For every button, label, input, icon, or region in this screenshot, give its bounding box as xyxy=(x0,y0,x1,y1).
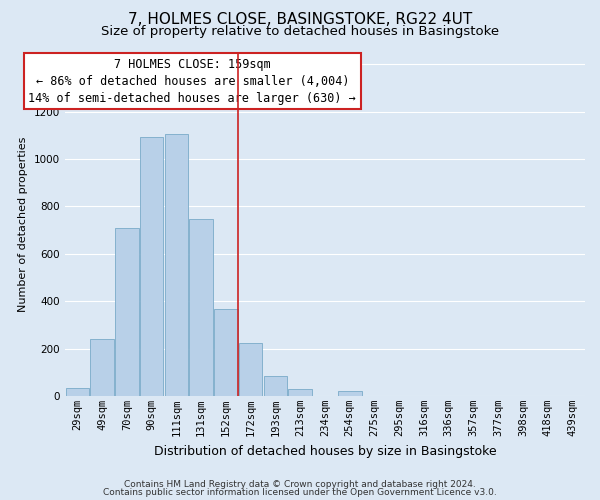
Text: Size of property relative to detached houses in Basingstoke: Size of property relative to detached ho… xyxy=(101,25,499,38)
Bar xyxy=(239,342,262,396)
Bar xyxy=(164,134,188,396)
Bar xyxy=(263,376,287,396)
Bar xyxy=(115,228,139,396)
X-axis label: Distribution of detached houses by size in Basingstoke: Distribution of detached houses by size … xyxy=(154,444,496,458)
Text: Contains public sector information licensed under the Open Government Licence v3: Contains public sector information licen… xyxy=(103,488,497,497)
Bar xyxy=(214,310,238,396)
Bar xyxy=(190,220,213,396)
Y-axis label: Number of detached properties: Number of detached properties xyxy=(18,136,28,312)
Text: Contains HM Land Registry data © Crown copyright and database right 2024.: Contains HM Land Registry data © Crown c… xyxy=(124,480,476,489)
Bar xyxy=(65,388,89,396)
Bar xyxy=(140,136,163,396)
Bar xyxy=(338,391,362,396)
Bar xyxy=(289,389,312,396)
Bar xyxy=(91,339,114,396)
Text: 7, HOLMES CLOSE, BASINGSTOKE, RG22 4UT: 7, HOLMES CLOSE, BASINGSTOKE, RG22 4UT xyxy=(128,12,472,28)
Text: 7 HOLMES CLOSE: 159sqm
← 86% of detached houses are smaller (4,004)
14% of semi-: 7 HOLMES CLOSE: 159sqm ← 86% of detached… xyxy=(28,58,356,104)
